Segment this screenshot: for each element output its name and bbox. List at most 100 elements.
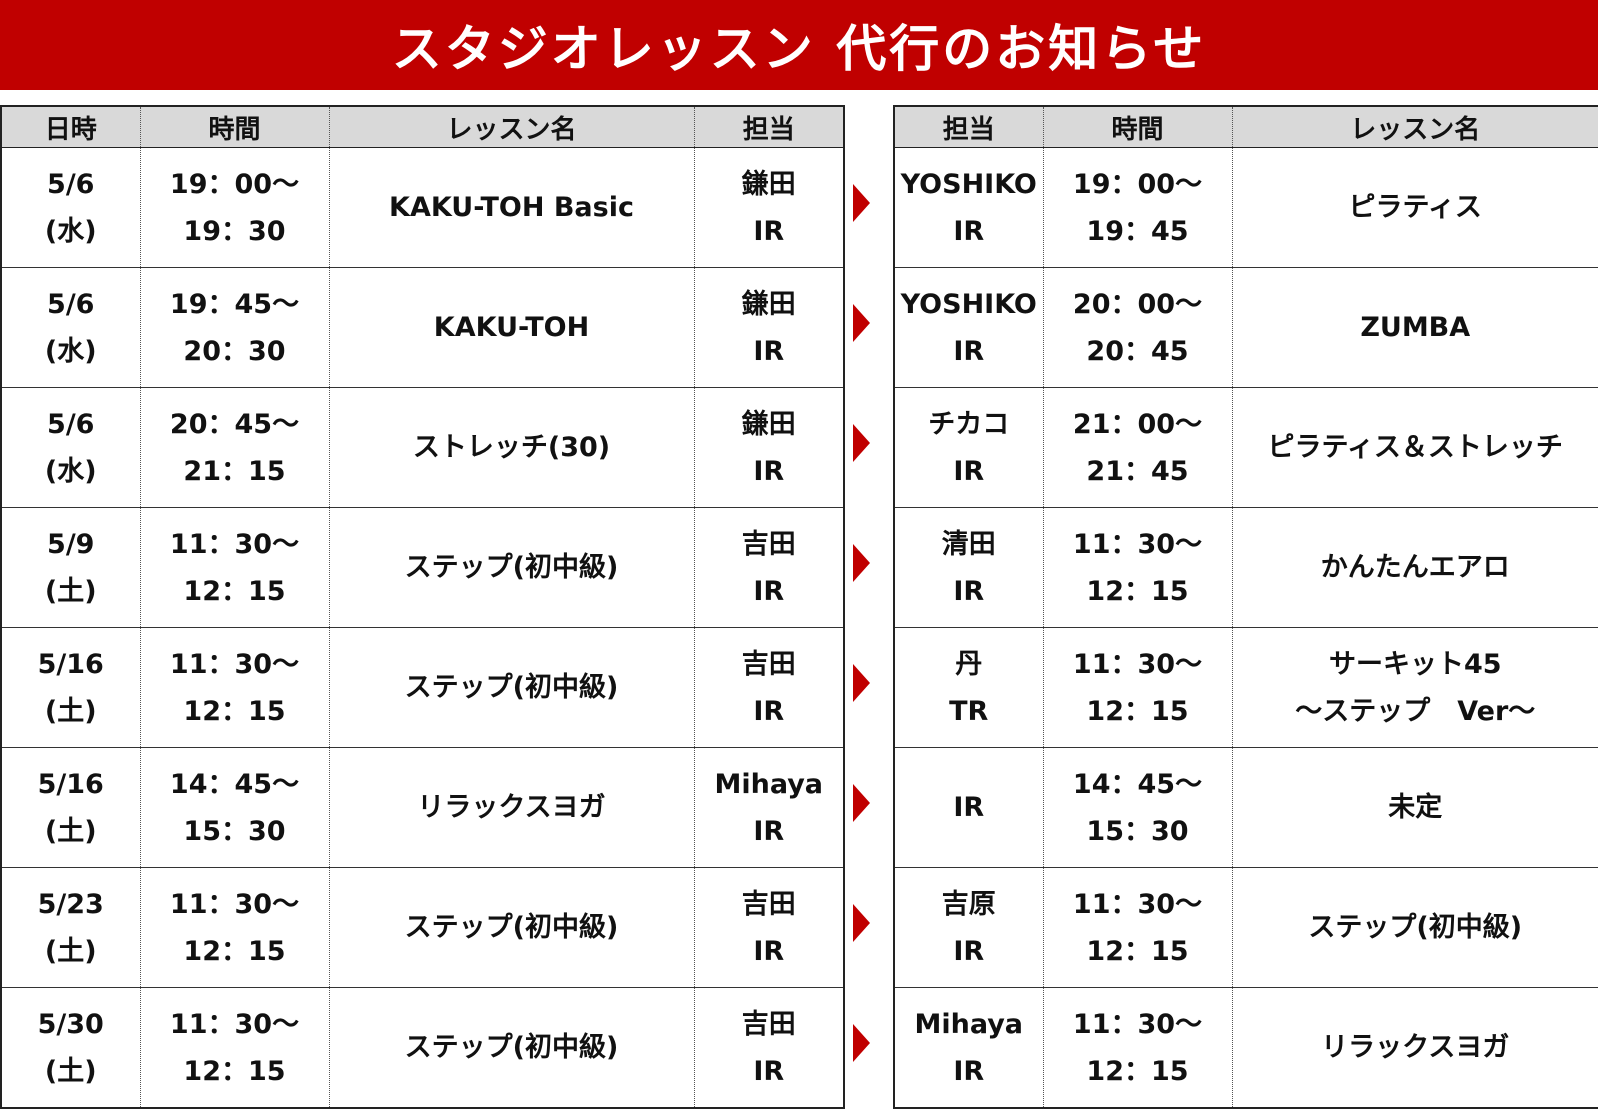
time-cell: 11：30～12：15 (140, 868, 329, 988)
lesson-name: ステップ(初中級) (330, 904, 694, 951)
lesson-cell: ステップ(初中級) (329, 508, 694, 628)
lesson-cell: 未定 (1232, 748, 1598, 868)
date-text: 5/30 (2, 1001, 140, 1048)
time-cell: 11：30～12：15 (1043, 988, 1232, 1109)
weekday-text: (水) (2, 448, 140, 495)
date-cell: 5/9(土) (1, 508, 140, 628)
lesson-cell: ステップ(初中級) (329, 988, 694, 1109)
time-cell: 11：30～12：15 (1043, 628, 1232, 748)
lesson-cell: ZUMBA (1232, 268, 1598, 388)
end-time: 19：30 (141, 208, 329, 255)
weekday-text: (土) (2, 568, 140, 615)
lesson-cell: リラックスヨガ (1232, 988, 1598, 1109)
lesson-name: ステップ(初中級) (330, 1024, 694, 1071)
end-time: 21：45 (1044, 448, 1232, 495)
club-code: IR (895, 328, 1043, 375)
club-code: IR (895, 568, 1043, 615)
end-time: 21：15 (141, 448, 329, 495)
lesson-cell: KAKU-TOH (329, 268, 694, 388)
start-time: 11：30～ (1044, 521, 1232, 568)
start-time: 20：45～ (141, 401, 329, 448)
lesson-name: ステップ(初中級) (330, 664, 694, 711)
club-code: IR (695, 1048, 844, 1095)
end-time: 12：15 (141, 688, 329, 735)
header-instructor: 担当 (894, 106, 1043, 148)
header-row: 担当 時間 レッスン名 (894, 106, 1598, 148)
header-lesson: レッスン名 (1232, 106, 1598, 148)
time-cell: 20：00～20：45 (1043, 268, 1232, 388)
instructor-name: 清田 (895, 521, 1043, 568)
club-code: IR (695, 208, 844, 255)
start-time: 11：30～ (1044, 1001, 1232, 1048)
instructor-name: Mihaya (895, 1001, 1043, 1048)
club-code: IR (695, 928, 844, 975)
lesson-cell: ステップ(初中級) (329, 628, 694, 748)
date-text: 5/6 (2, 161, 140, 208)
start-time: 19：45～ (141, 281, 329, 328)
time-cell: 21：00～21：45 (1043, 388, 1232, 508)
header-row: 日時 時間 レッスン名 担当 (1, 106, 844, 148)
time-cell: 14：45～15：30 (140, 748, 329, 868)
end-time: 12：15 (1044, 688, 1232, 735)
date-text: 5/6 (2, 401, 140, 448)
end-time: 12：15 (141, 568, 329, 615)
lesson-name: サーキット45 (1233, 641, 1598, 688)
start-time: 11：30～ (1044, 641, 1232, 688)
end-time: 12：15 (1044, 928, 1232, 975)
start-time: 19：00～ (141, 161, 329, 208)
lesson-cell: KAKU-TOH Basic (329, 148, 694, 268)
header-time: 時間 (1043, 106, 1232, 148)
lesson-cell: ピラティス＆ストレッチ (1232, 388, 1598, 508)
lesson-name: ピラティス (1233, 184, 1598, 231)
weekday-text: (土) (2, 1048, 140, 1095)
lesson-name: KAKU-TOH Basic (330, 184, 694, 231)
end-time: 19：45 (1044, 208, 1232, 255)
lesson-cell: サーキット45～ステップ Ver～ (1232, 628, 1598, 748)
instructor-name: チカコ (895, 401, 1043, 448)
weekday-text: (水) (2, 328, 140, 375)
date-cell: 5/16(土) (1, 628, 140, 748)
weekday-text: (土) (2, 808, 140, 855)
club-code: IR (695, 448, 844, 495)
time-cell: 11：30～12：15 (1043, 508, 1232, 628)
lesson-name: ステップ(初中級) (1233, 904, 1598, 951)
date-text: 5/16 (2, 641, 140, 688)
end-time: 15：30 (141, 808, 329, 855)
instructor-name: 吉原 (895, 881, 1043, 928)
time-cell: 19：45～20：30 (140, 268, 329, 388)
date-cell: 5/30(土) (1, 988, 140, 1109)
lesson-name: リラックスヨガ (1233, 1024, 1598, 1071)
club-code: IR (695, 328, 844, 375)
lesson-cell: ピラティス (1232, 148, 1598, 268)
substitution-arrow-icon (853, 544, 870, 582)
page-title: スタジオレッスン 代行のお知らせ (392, 9, 1206, 81)
substitution-arrow-icon (853, 904, 870, 942)
start-time: 11：30～ (1044, 881, 1232, 928)
instructor-name: 吉田 (695, 1001, 844, 1048)
end-time: 12：15 (1044, 1048, 1232, 1095)
end-time: 12：15 (1044, 568, 1232, 615)
club-code: IR (695, 568, 844, 615)
start-time: 11：30～ (141, 521, 329, 568)
end-time: 12：15 (141, 1048, 329, 1095)
date-text: 5/23 (2, 881, 140, 928)
start-time: 11：30～ (141, 881, 329, 928)
